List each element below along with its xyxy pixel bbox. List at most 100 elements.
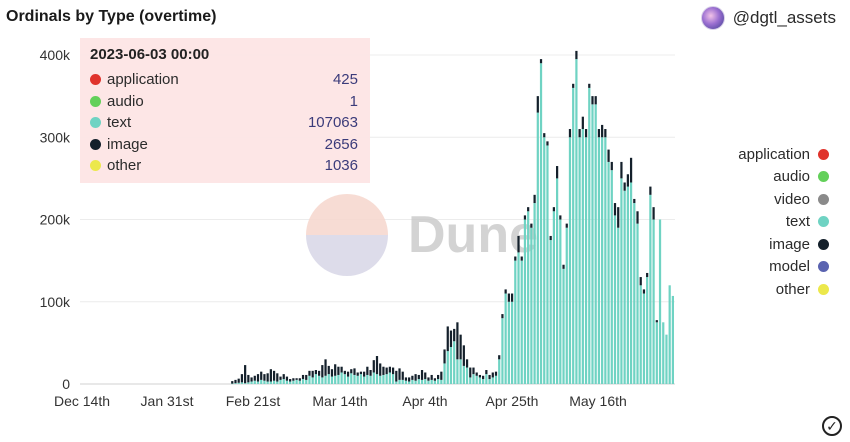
bar-text[interactable] bbox=[295, 379, 298, 384]
bar-image[interactable] bbox=[298, 378, 301, 381]
bar-image[interactable] bbox=[449, 330, 453, 347]
bar-image[interactable] bbox=[391, 367, 395, 375]
bar-image[interactable] bbox=[465, 359, 469, 368]
bar-text[interactable] bbox=[292, 380, 295, 384]
bar-image[interactable] bbox=[501, 314, 504, 319]
bar-image[interactable] bbox=[546, 141, 549, 146]
bar-text[interactable] bbox=[314, 374, 317, 384]
bar-image[interactable] bbox=[646, 272, 649, 278]
bar-text[interactable] bbox=[642, 293, 646, 384]
bar-image[interactable] bbox=[240, 374, 244, 383]
bar-text[interactable] bbox=[244, 383, 247, 384]
bar-text[interactable] bbox=[652, 219, 655, 385]
bar-image[interactable] bbox=[334, 364, 337, 376]
bar-text[interactable] bbox=[301, 379, 305, 384]
bar-text[interactable] bbox=[527, 211, 530, 384]
bar-image[interactable] bbox=[285, 376, 289, 381]
bar-image[interactable] bbox=[472, 367, 475, 375]
bar-text[interactable] bbox=[469, 377, 472, 384]
bar-image[interactable] bbox=[430, 374, 433, 380]
bar-text[interactable] bbox=[318, 375, 321, 384]
bar-image[interactable] bbox=[385, 367, 388, 375]
bar-image[interactable] bbox=[607, 149, 610, 162]
bar-image[interactable] bbox=[234, 379, 237, 384]
bar-image[interactable] bbox=[578, 129, 581, 138]
bar-image[interactable] bbox=[433, 378, 436, 381]
bar-text[interactable] bbox=[482, 379, 485, 384]
bar-text[interactable] bbox=[430, 379, 433, 384]
bar-text[interactable] bbox=[443, 363, 446, 384]
bar-text[interactable] bbox=[446, 351, 449, 384]
bar-text[interactable] bbox=[276, 381, 279, 384]
bar-image[interactable] bbox=[514, 256, 517, 261]
bar-image[interactable] bbox=[482, 375, 485, 380]
bar-image[interactable] bbox=[478, 374, 482, 378]
bar-image[interactable] bbox=[237, 378, 240, 383]
bar-image[interactable] bbox=[549, 235, 552, 241]
bar-image[interactable] bbox=[639, 277, 642, 286]
bar-image[interactable] bbox=[462, 345, 465, 366]
bar-image[interactable] bbox=[572, 83, 575, 88]
bar-text[interactable] bbox=[324, 375, 327, 384]
bar-text[interactable] bbox=[507, 301, 510, 384]
bar-image[interactable] bbox=[388, 366, 391, 373]
bar-text[interactable] bbox=[363, 376, 366, 384]
bar-image[interactable] bbox=[340, 366, 343, 373]
bar-image[interactable] bbox=[520, 256, 523, 261]
bar-text[interactable] bbox=[353, 374, 356, 384]
bar-image[interactable] bbox=[443, 349, 446, 364]
bar-text[interactable] bbox=[655, 322, 658, 384]
bar-text[interactable] bbox=[671, 295, 674, 384]
bar-text[interactable] bbox=[231, 383, 234, 385]
bar-image[interactable] bbox=[485, 370, 488, 375]
bar-image[interactable] bbox=[359, 371, 363, 375]
bar-text[interactable] bbox=[240, 382, 244, 384]
bar-image[interactable] bbox=[401, 371, 404, 380]
bar-text[interactable] bbox=[546, 145, 549, 384]
bar-image[interactable] bbox=[610, 161, 613, 171]
bar-text[interactable] bbox=[404, 380, 408, 384]
bar-text[interactable] bbox=[395, 381, 398, 384]
bar-image[interactable] bbox=[308, 370, 311, 376]
bar-image[interactable] bbox=[272, 370, 276, 381]
bar-text[interactable] bbox=[359, 374, 363, 384]
bar-text[interactable] bbox=[266, 381, 269, 384]
bar-image[interactable] bbox=[369, 370, 372, 376]
bar-image[interactable] bbox=[626, 174, 629, 187]
bar-text[interactable] bbox=[327, 374, 330, 384]
bar-text[interactable] bbox=[475, 375, 478, 384]
bar-text[interactable] bbox=[601, 137, 604, 384]
bar-text[interactable] bbox=[517, 252, 520, 384]
bar-image[interactable] bbox=[601, 124, 604, 138]
bar-image[interactable] bbox=[398, 368, 401, 380]
bar-text[interactable] bbox=[334, 375, 337, 384]
bar-text[interactable] bbox=[330, 376, 334, 384]
bar-text[interactable] bbox=[556, 178, 559, 385]
bar-text[interactable] bbox=[584, 137, 588, 384]
bar-image[interactable] bbox=[581, 116, 584, 130]
bar-image[interactable] bbox=[584, 129, 588, 138]
bar-image[interactable] bbox=[494, 371, 498, 376]
bar-text[interactable] bbox=[514, 260, 517, 385]
bar-text[interactable] bbox=[372, 372, 375, 384]
bar-text[interactable] bbox=[263, 380, 266, 384]
bar-text[interactable] bbox=[449, 346, 453, 384]
bar-text[interactable] bbox=[610, 170, 613, 384]
bar-image[interactable] bbox=[591, 96, 594, 105]
legend-item-audio[interactable]: audio bbox=[738, 166, 829, 189]
bar-image[interactable] bbox=[263, 374, 266, 381]
bar-text[interactable] bbox=[536, 112, 539, 384]
bar-text[interactable] bbox=[440, 379, 443, 384]
bar-image[interactable] bbox=[408, 377, 411, 382]
bar-image[interactable] bbox=[314, 370, 317, 375]
bar-text[interactable] bbox=[662, 322, 665, 384]
bar-image[interactable] bbox=[311, 370, 314, 378]
bar-text[interactable] bbox=[559, 219, 562, 385]
legend-item-application[interactable]: application bbox=[738, 143, 829, 166]
bar-text[interactable] bbox=[629, 182, 633, 384]
bar-text[interactable] bbox=[668, 285, 671, 384]
bar-image[interactable] bbox=[491, 372, 494, 378]
bar-image[interactable] bbox=[649, 186, 652, 195]
bar-text[interactable] bbox=[494, 375, 498, 384]
bar-text[interactable] bbox=[588, 87, 591, 385]
